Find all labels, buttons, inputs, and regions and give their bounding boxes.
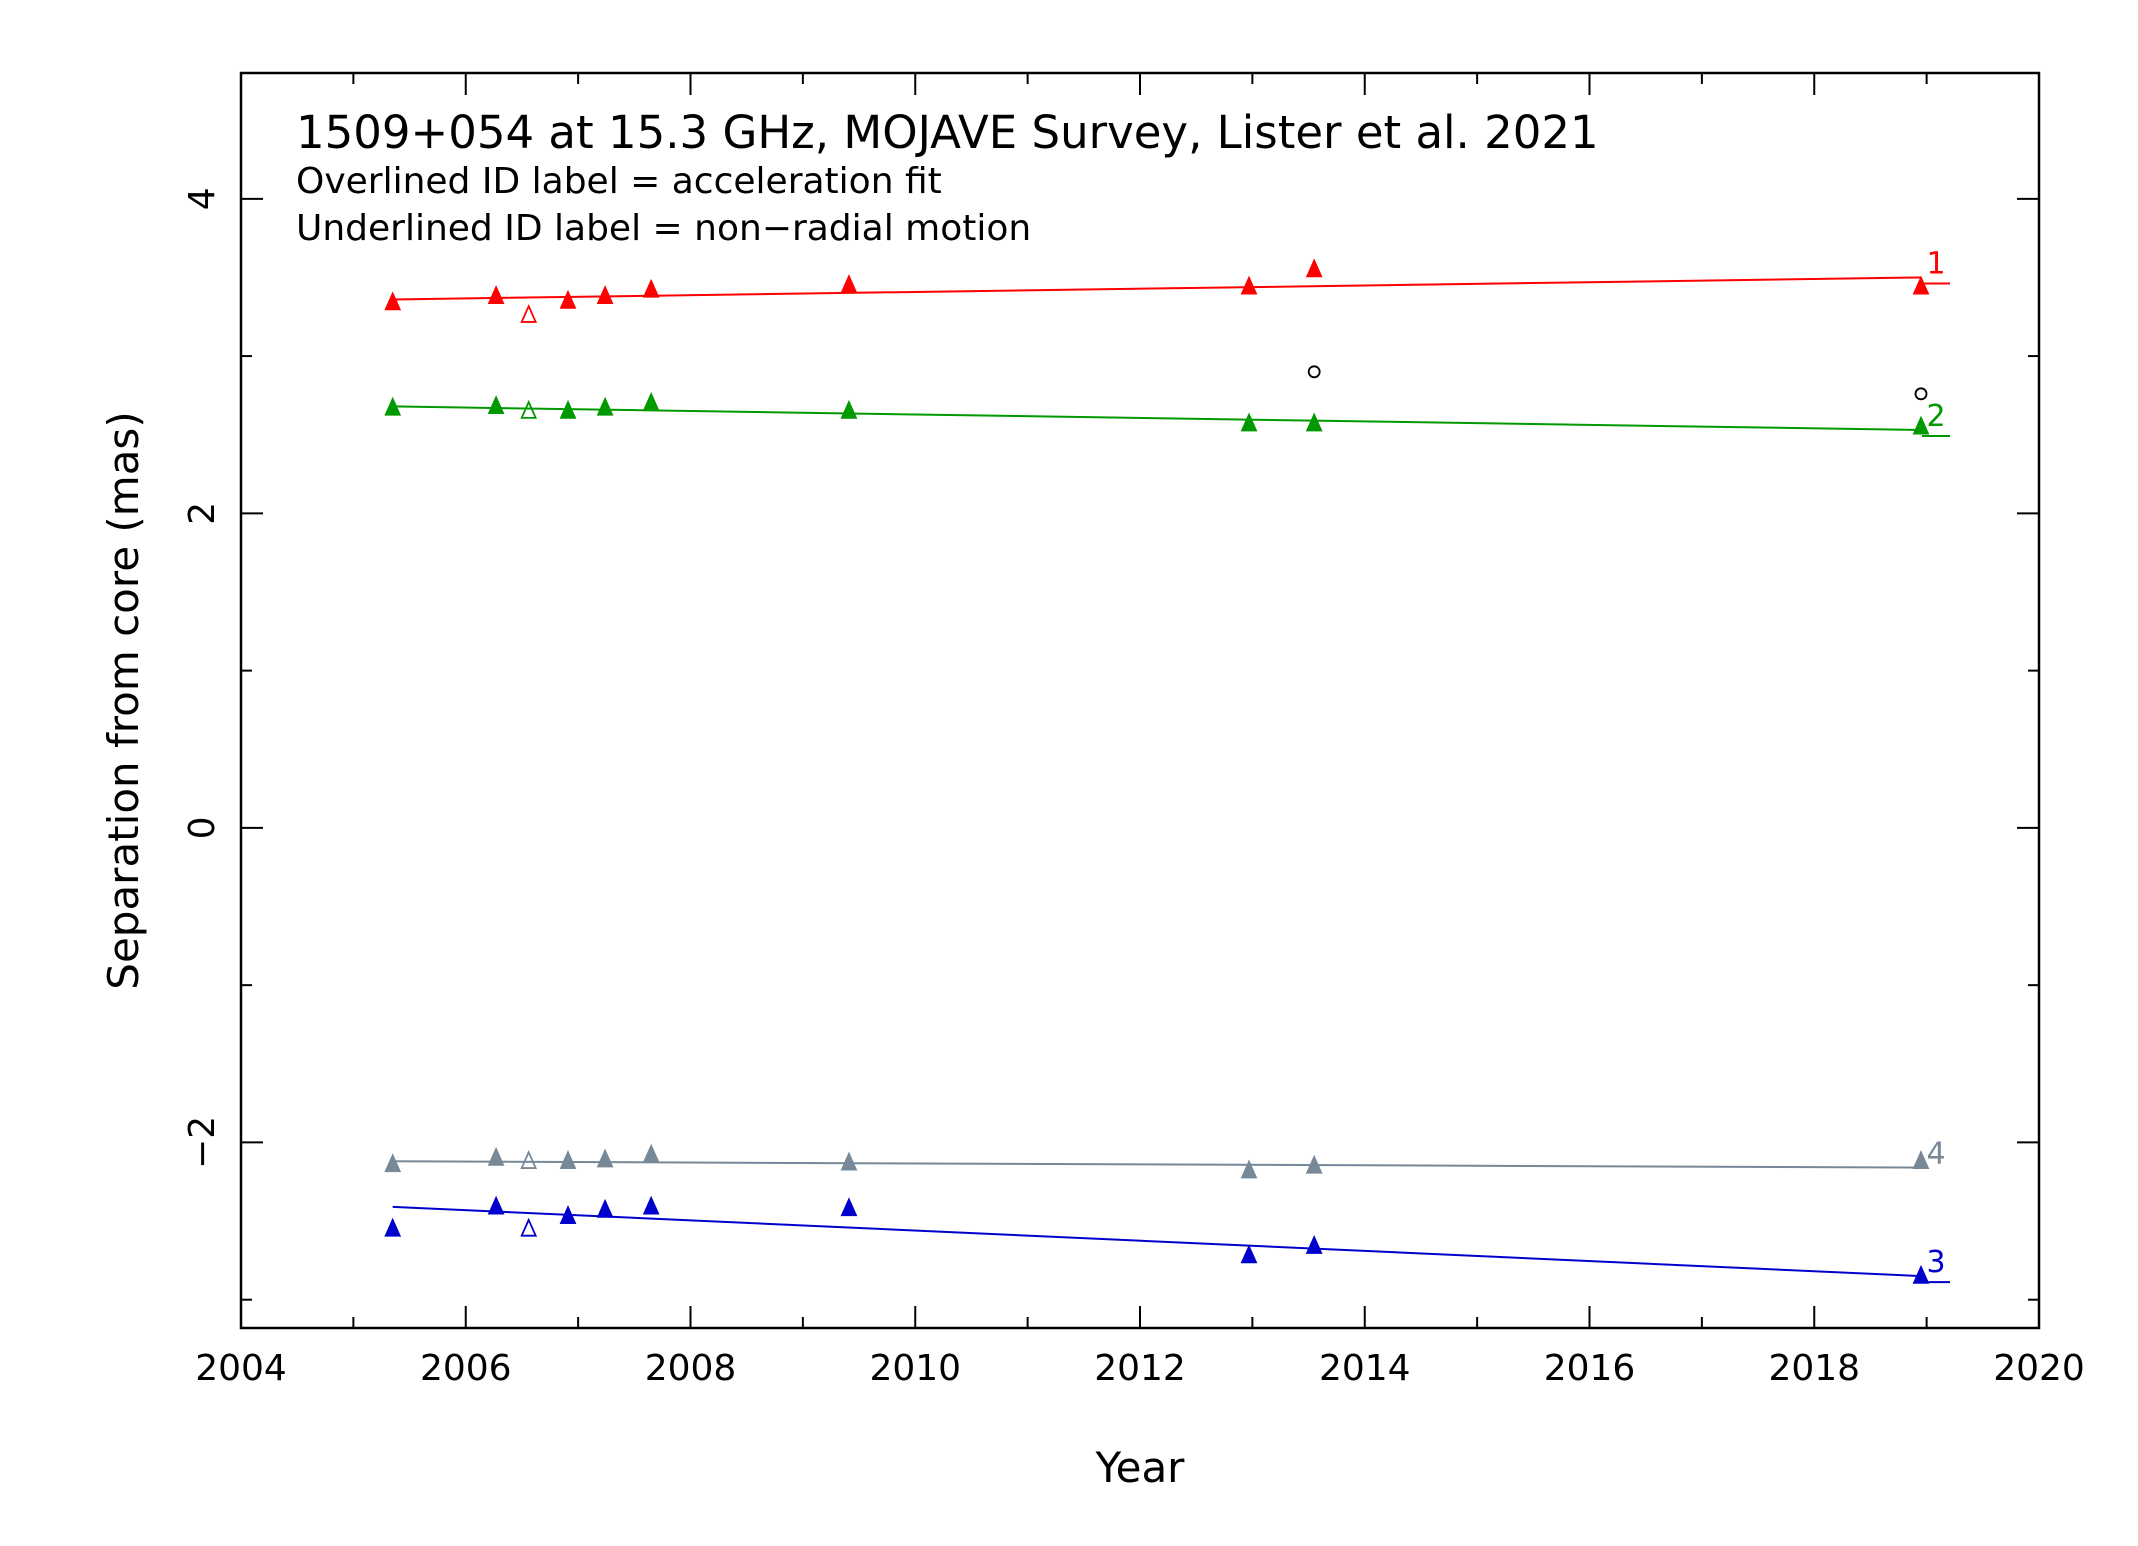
data-point-4	[559, 1150, 577, 1169]
series-label-3: 3	[1926, 1245, 1945, 1280]
data-point-3	[384, 1217, 402, 1237]
y-tick-label: −2	[182, 1116, 223, 1169]
data-point-3	[559, 1205, 577, 1224]
data-point-2	[840, 399, 858, 419]
data-point-3	[596, 1198, 614, 1218]
plot-area	[239, 71, 2041, 1330]
unassigned-point	[1914, 387, 1928, 401]
unassigned-point	[1307, 365, 1321, 379]
data-point-3	[840, 1197, 858, 1217]
data-point-4	[520, 1150, 538, 1169]
series-label-1: 1	[1926, 246, 1945, 281]
data-point-1	[1305, 258, 1323, 278]
data-point-3	[487, 1195, 505, 1215]
data-point-2	[384, 396, 402, 416]
x-tick-label: 2020	[1993, 1348, 2085, 1389]
y-axis-label: Separation from core (mas)	[99, 411, 148, 989]
x-tick-label: 2014	[1319, 1348, 1411, 1389]
data-point-2	[596, 396, 614, 416]
series-label-4: 4	[1926, 1137, 1945, 1172]
data-point-3	[1912, 1264, 1930, 1284]
x-tick-label: 2012	[1094, 1348, 1186, 1389]
data-point-1	[840, 274, 858, 293]
fit-line-4	[392, 1160, 1922, 1169]
data-point-2	[642, 392, 660, 411]
data-point-4	[384, 1153, 402, 1173]
data-point-2	[520, 399, 538, 419]
data-point-2	[1305, 412, 1323, 432]
series-labels: 1 2 4 3	[1922, 246, 1950, 1284]
y-tick-label: 4	[182, 187, 223, 210]
fit-line-2	[392, 405, 1922, 431]
chart-title: 1509+054 at 15.3 GHz, MOJAVE Survey, Lis…	[296, 106, 1599, 159]
plot-frame	[239, 71, 2041, 1330]
x-tick-label: 2018	[1768, 1348, 1860, 1389]
data-point-4	[1305, 1154, 1323, 1174]
data-point-4	[1240, 1159, 1258, 1179]
fit-lines	[392, 276, 1922, 1278]
x-tick-label: 2006	[420, 1348, 512, 1389]
data-point-3	[520, 1217, 538, 1237]
data-point-1	[384, 291, 402, 311]
data-point-3	[1305, 1235, 1323, 1254]
data-point-3	[642, 1195, 660, 1215]
axes-text: 2004 2006 2008 2010 2012 2014 2016 2018 2020 −2 0 2…	[99, 106, 2085, 1492]
data-markers	[384, 258, 1930, 1284]
series-label-2: 2	[1926, 399, 1945, 434]
data-point-1	[1912, 275, 1930, 295]
data-point-1	[487, 285, 505, 304]
y-tick-label: 2	[182, 502, 223, 525]
x-axis-label: Year	[1095, 1443, 1186, 1492]
data-point-2	[1912, 415, 1930, 435]
data-point-2	[559, 399, 577, 419]
x-tick-label: 2010	[869, 1348, 961, 1389]
chart-subtitle-line: Underlined ID label = non−radial motion	[296, 208, 1031, 249]
x-tick-label: 2004	[195, 1348, 287, 1389]
data-point-2	[1240, 412, 1258, 432]
data-point-4	[840, 1151, 858, 1171]
x-tick-label: 2008	[645, 1348, 737, 1389]
data-point-1	[559, 289, 577, 309]
y-tick-label: 0	[182, 816, 223, 839]
data-point-3	[1240, 1244, 1258, 1264]
x-tick-label: 2016	[1544, 1348, 1636, 1389]
data-point-1	[596, 285, 614, 304]
data-point-4	[642, 1143, 660, 1163]
data-point-1	[642, 278, 660, 298]
data-point-1	[1240, 275, 1258, 295]
chart-subtitle-line: Overlined ID label = acceleration fit	[296, 161, 942, 202]
data-point-2	[487, 395, 505, 415]
fit-line-3	[392, 1205, 1922, 1278]
fit-line-1	[392, 276, 1922, 301]
data-point-1	[520, 303, 538, 323]
data-point-4	[1912, 1150, 1930, 1169]
data-point-4	[487, 1146, 505, 1166]
data-point-4	[596, 1148, 614, 1168]
